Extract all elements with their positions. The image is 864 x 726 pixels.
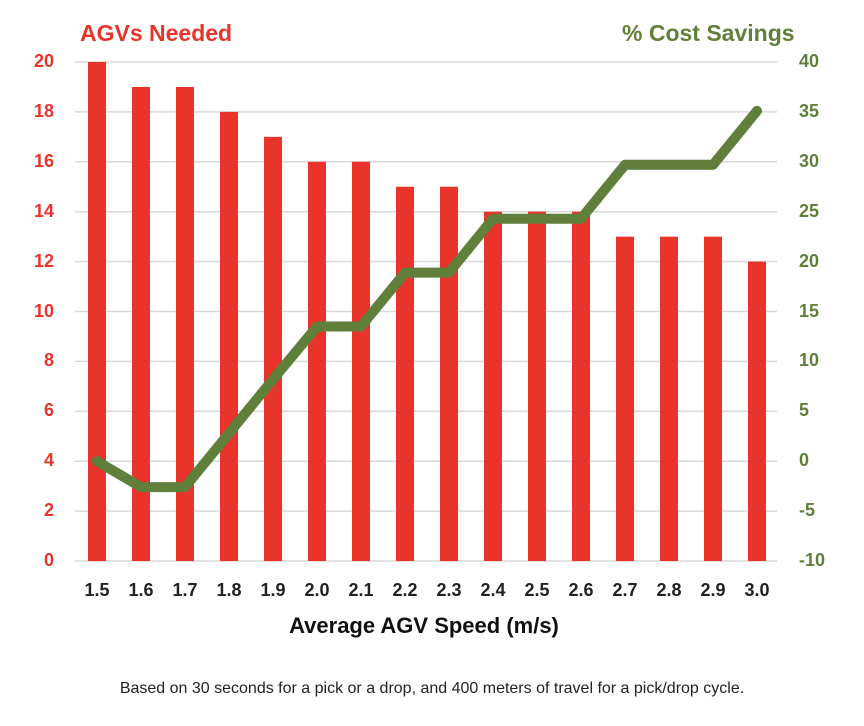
left-axis-tick: 18: [33, 100, 54, 121]
right-axis-tick: 5: [799, 400, 810, 421]
x-axis-tick: 2.6: [568, 580, 594, 600]
bar: [176, 86, 194, 561]
left-axis-title: AGVs Needed: [80, 20, 233, 46]
bar: [440, 186, 458, 561]
x-axis-tick: 1.9: [260, 580, 286, 600]
right-axis-tick: -5: [799, 500, 816, 521]
bar: [704, 236, 722, 561]
bar: [528, 211, 546, 561]
x-axis-tick: 2.7: [612, 580, 638, 600]
left-axis-tick: 6: [43, 400, 54, 421]
right-axis-tick: 35: [799, 100, 820, 121]
footnote: Based on 30 seconds for a pick or a drop…: [119, 680, 745, 697]
right-axis-tick: 25: [799, 200, 820, 221]
bar: [88, 62, 106, 561]
x-axis-tick: 2.4: [480, 580, 506, 600]
right-axis-title: % Cost Savings: [622, 20, 795, 46]
right-axis-tick: 20: [799, 250, 820, 271]
x-axis-tick: 2.3: [436, 580, 462, 600]
right-axis-tick: 30: [799, 150, 820, 171]
x-axis-tick: 1.7: [172, 580, 198, 600]
left-axis-tick: 2: [43, 500, 54, 521]
x-axis-tick: 1.5: [84, 580, 110, 600]
left-axis-tick: 4: [43, 450, 54, 471]
x-axis-tick: 1.8: [216, 580, 242, 600]
bar-series-agvs-needed: [88, 62, 766, 562]
right-axis-tick: 10: [799, 350, 820, 371]
x-axis-tick: 3.0: [744, 580, 770, 600]
left-axis-tick: 16: [33, 150, 54, 171]
left-axis-tick: 20: [33, 51, 54, 71]
left-axis-tick: 12: [33, 250, 54, 271]
bar: [660, 236, 678, 561]
bar: [396, 186, 414, 561]
bar: [616, 236, 634, 561]
left-axis-tick: 8: [43, 350, 54, 371]
bar: [132, 86, 150, 561]
bar: [220, 111, 238, 562]
right-axis-tick: 0: [799, 450, 810, 471]
bar: [484, 211, 502, 561]
x-axis-tick: 1.6: [128, 580, 154, 600]
x-axis-tick: 2.0: [304, 580, 330, 600]
bar: [352, 161, 370, 562]
line-series-cost-savings: [92, 105, 762, 493]
right-axis-tick: 15: [799, 300, 820, 321]
x-axis-tick: 2.5: [524, 580, 550, 600]
x-axis-title: Average AGV Speed (m/s): [0, 613, 864, 639]
bar: [748, 261, 766, 561]
x-axis-tick: 2.9: [700, 580, 726, 600]
left-axis-tick: 0: [43, 550, 54, 570]
left-axis-tick: 10: [33, 300, 54, 321]
right-axis-tick: 40: [799, 51, 820, 71]
right-axis-tick: -10: [799, 550, 826, 570]
x-axis-tick: 2.2: [392, 580, 418, 600]
x-axis-title-text: Average AGV Speed (m/s): [289, 613, 559, 638]
left-axis-tick: 14: [33, 200, 54, 221]
x-axis-tick: 2.1: [348, 580, 374, 600]
bar: [264, 136, 282, 561]
bar: [308, 161, 326, 562]
bar: [572, 211, 590, 561]
x-axis-tick: 2.8: [656, 580, 682, 600]
